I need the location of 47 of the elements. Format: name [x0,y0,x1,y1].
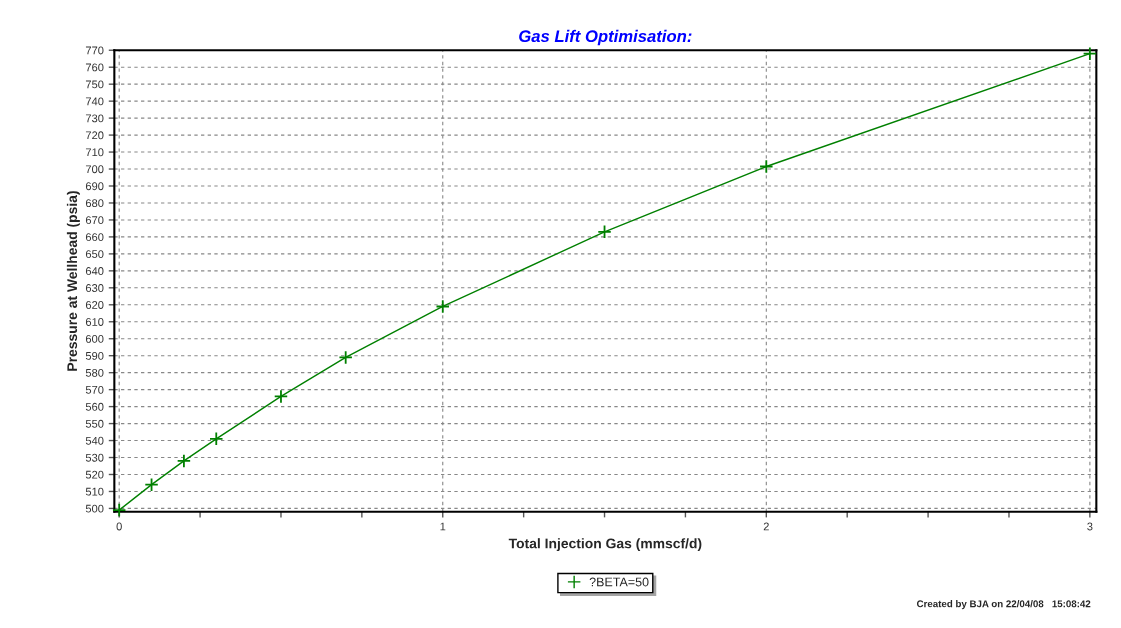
text: Created by BJA on 22/04/08 15:08:42 [916,600,1091,610]
y-tick-label: 530 [85,453,104,462]
y-tick-label: 580 [85,368,104,377]
y-axis-title: Pressure at Wellhead (psia) [66,191,80,371]
y-tick-label: 750 [85,80,104,89]
point [176,453,192,469]
y-tick-label: 500 [85,504,104,513]
x-tick-label: 1 [440,522,446,531]
y-tick-label: 690 [85,182,104,191]
y-tick-label: 540 [85,436,104,445]
y-tick-label: 710 [85,148,104,157]
y-tick-label: 600 [85,334,104,343]
y-tick-label: 560 [85,402,104,411]
y-tick-label: 770 [85,46,104,55]
y-tick-label: 510 [85,487,104,496]
x-tick-label: 0 [116,522,122,531]
point [144,477,159,492]
y-tick-label: 640 [85,267,104,275]
y-tick-label: 740 [85,97,104,106]
y-tick-label: 670 [85,216,104,225]
y-tick-label: 730 [85,114,104,123]
x-tick-label: 2 [763,522,769,531]
x-tick-label: 3 [1087,522,1093,531]
y-tick-label: 720 [85,131,104,140]
x-axis-title: Total Injection Gas (mmscf/d) [508,538,702,552]
y-tick-label: 760 [85,63,104,72]
y-tick-label: 620 [85,301,104,309]
y-tick-label: 610 [85,318,104,326]
y-tick-label: 570 [85,385,104,394]
point [759,159,774,174]
y-tick-label: 550 [85,419,104,428]
y-tick-label: 660 [85,233,104,242]
point [597,224,612,239]
y-tick-label: 630 [85,284,104,292]
y-tick-label: 700 [85,165,104,174]
point [435,299,450,314]
point [1082,46,1098,61]
y-tick-label: 590 [85,351,104,360]
chart-title: Gas Lift Optimisation: [519,29,692,46]
legend-label: ?BETA=50 [589,577,649,587]
y-tick-label: 650 [85,250,104,259]
point [209,431,224,447]
point [273,389,289,404]
point [338,350,353,365]
point [112,502,127,518]
y-tick-label: 680 [85,199,104,208]
y-tick-label: 520 [85,470,104,479]
